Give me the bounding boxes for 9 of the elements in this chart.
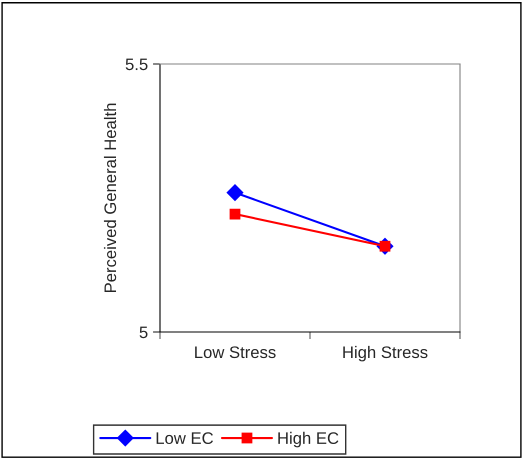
x-tick-label: Low Stress <box>195 346 276 358</box>
y-axis-title: Perceived General Health <box>104 104 116 292</box>
y-tick-label: 5 <box>140 326 148 338</box>
y-tick-label: 5.5 <box>126 58 148 70</box>
legend-label: Low EC <box>156 432 214 444</box>
legend-label: High EC <box>278 432 338 448</box>
point <box>226 184 244 202</box>
x-tick-label: High Stress <box>343 346 428 362</box>
point <box>230 208 240 220</box>
